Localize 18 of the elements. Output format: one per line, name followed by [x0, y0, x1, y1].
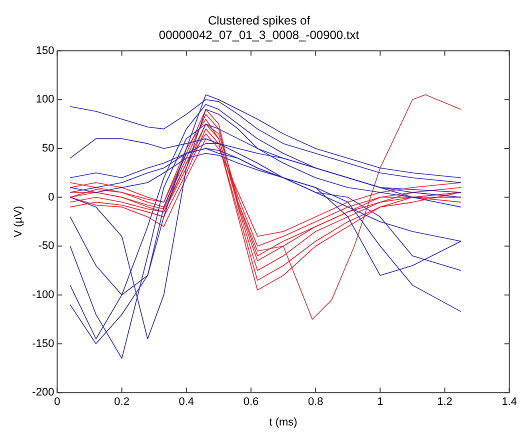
y-tick-label: -50 — [38, 240, 54, 252]
x-axis-title: t (ms) — [269, 416, 298, 428]
y-tick-label: 50 — [42, 142, 54, 154]
x-tick-label: 1.4 — [502, 396, 518, 408]
y-axis-title: V (µV) — [12, 206, 25, 238]
x-tick-label: 0.4 — [178, 396, 194, 408]
y-tick-label: -150 — [32, 338, 54, 350]
y-tick-label: 150 — [36, 44, 54, 57]
x-tick-label: 1.2 — [437, 396, 452, 408]
chart-title: Clustered spikes of 00000042_07_01_3_0008_-00900.txt — [158, 14, 360, 42]
x-tick-label: 0.2 — [114, 396, 130, 408]
y-tick-label: -100 — [32, 288, 54, 301]
x-tick-label: 0.8 — [308, 396, 324, 408]
x-tick-label: 1 — [377, 396, 384, 408]
x-tick-label: 0.6 — [243, 396, 259, 408]
y-tick-label: 100 — [36, 94, 54, 106]
y-tick-label: -200 — [32, 386, 54, 399]
y-tick-label: 0 — [48, 191, 54, 204]
